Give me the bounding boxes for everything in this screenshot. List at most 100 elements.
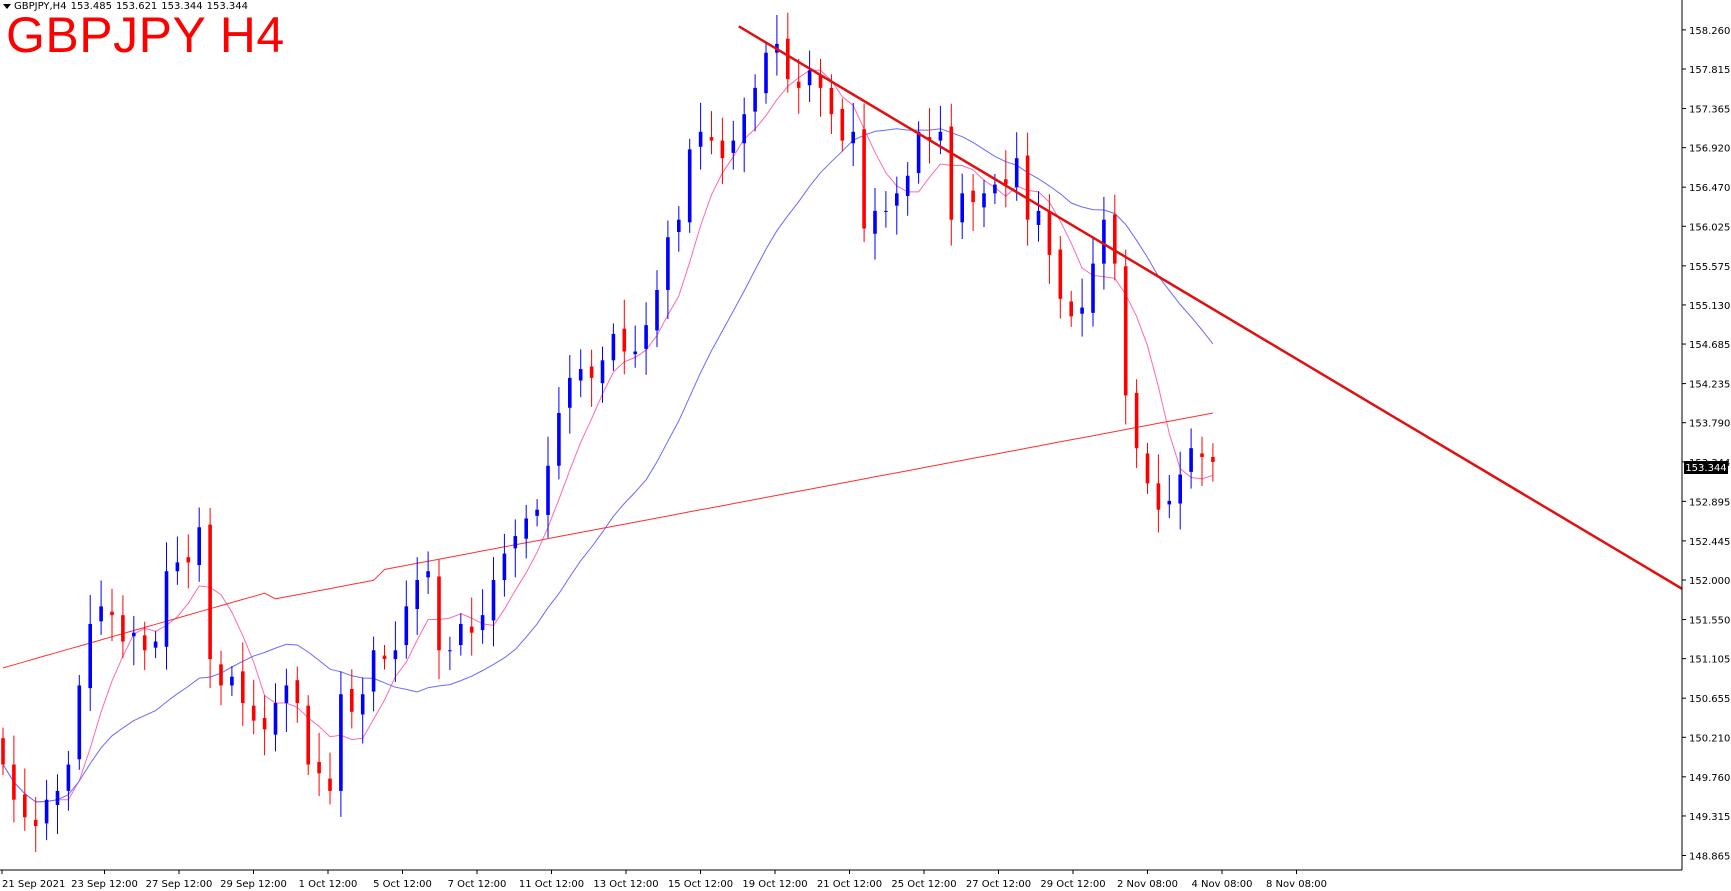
price-tick: 152.445 [1682,537,1730,548]
candle [622,299,627,375]
time-tick-label: 5 Oct 12:00 [373,879,432,890]
candle [230,666,234,696]
price-tick: 153.790 [1682,419,1730,430]
time-tick: 29 Oct 12:00 [1040,870,1106,890]
price-tick-label: 152.445 [1689,537,1730,548]
candle [633,325,637,368]
candle [77,674,82,770]
candle [524,504,528,559]
candle [437,559,441,680]
candle [949,103,954,246]
candle [862,103,866,243]
time-tick: 8 Nov 08:00 [1266,870,1327,890]
time-tick: 7 Oct 12:00 [448,870,507,890]
candle [88,594,92,711]
candle [44,779,49,841]
price-tick: 148.865 [1682,852,1730,863]
open-value: 153.485 [70,1,112,12]
high-value: 153.621 [115,1,158,12]
price-tick-label: 156.025 [1689,222,1730,233]
candle [916,121,921,184]
time-tick: 11 Oct 12:00 [519,870,584,890]
candle [807,50,812,102]
candle [121,595,125,659]
candle [448,636,452,671]
candle [720,117,725,185]
time-tick: 4 Nov 08:00 [1191,870,1253,890]
close-value: 153.344 [206,1,249,12]
time-tick-label: 4 Nov 08:00 [1191,879,1252,890]
candle [66,750,71,811]
candle [382,645,387,670]
symbol-info-bar[interactable]: GBPJPY,H4 153.485 153.621 153.344 153.344 [3,1,252,12]
time-tick: 27 Oct 12:00 [966,870,1031,890]
candle [1167,474,1172,519]
time-tick-label: 29 Sep 12:00 [220,879,287,890]
candle [132,616,136,666]
candle [1025,132,1030,246]
price-tick: 149.760 [1682,773,1730,784]
price-tick-label: 150.210 [1689,733,1730,744]
time-tick-label: 19 Oct 12:00 [742,879,807,890]
candle [873,188,877,260]
price-tick: 151.105 [1682,655,1730,666]
candle [557,387,561,480]
candle [753,74,757,132]
candle [328,752,332,805]
slow-moving-average-line [2,412,1213,669]
time-tick: 15 Oct 12:00 [668,870,733,890]
time-tick-label: 29 Oct 12:00 [1040,879,1105,890]
triangle-down-icon[interactable] [3,3,11,9]
candle [55,774,60,834]
time-tick: 5 Oct 12:00 [373,870,432,890]
candle [546,436,550,538]
time-tick-label: 15 Oct 12:00 [668,879,733,890]
candle [197,507,201,582]
time-tick-label: 13 Oct 12:00 [593,879,658,890]
candle [426,551,430,595]
time-tick-label: 7 Oct 12:00 [448,879,507,890]
candle [600,346,605,403]
downtrend-line[interactable] [738,25,1683,590]
time-tick-label: 21 Sep 2021 [2,879,65,890]
price-tick-label: 154.685 [1689,340,1730,351]
candle [644,302,648,375]
time-tick-label: 2 Nov 08:00 [1117,879,1178,890]
candle [568,355,572,434]
fast-moving-average-line [2,69,1214,803]
candle [895,176,899,235]
price-tick-label: 151.105 [1689,655,1730,666]
time-tick-label: 25 Oct 12:00 [891,879,956,890]
candle [350,669,354,729]
time-tick-label: 11 Oct 12:00 [519,879,584,890]
price-tick: 152.895 [1682,497,1730,508]
candle [775,14,779,76]
time-tick: 25 Oct 12:00 [891,870,957,890]
price-tick-label: 149.315 [1689,812,1730,823]
price-tick-label: 152.895 [1689,497,1730,508]
price-tick: 156.025 [1682,222,1730,233]
low-value: 153.344 [161,1,203,12]
time-tick-label: 27 Oct 12:00 [966,879,1031,890]
time-tick-label: 8 Nov 08:00 [1266,879,1327,890]
price-tick: 157.365 [1682,105,1730,116]
candle [1047,194,1052,284]
candle [262,695,267,756]
candle [404,580,409,659]
candle [786,12,790,93]
symbol-timeframe: GBPJPY,H4 [14,1,67,12]
candle [469,597,474,656]
price-tick-label: 155.130 [1689,301,1730,312]
time-tick: 21 Oct 12:00 [817,870,882,890]
candle [502,533,507,597]
price-tick-label: 154.235 [1689,380,1730,391]
price-tick-label: 157.815 [1689,65,1730,76]
price-tick-label: 149.760 [1689,773,1730,784]
candle [393,621,398,682]
price-tick: 154.235 [1682,380,1730,391]
price-tick-label: 152.000 [1689,576,1730,587]
candle [709,111,714,155]
candle [818,58,823,117]
